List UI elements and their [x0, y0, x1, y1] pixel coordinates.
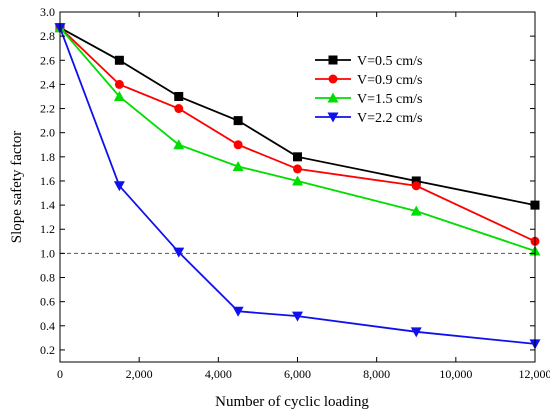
data-point: [411, 176, 421, 186]
data-point: [292, 311, 303, 322]
legend-label: V=0.9 cm/s: [357, 73, 422, 88]
legend-marker: [327, 92, 339, 103]
x-tick-label: 6,000: [284, 367, 311, 381]
legend-marker: [327, 112, 339, 123]
y-axis-title: Slope safety factor: [9, 131, 25, 243]
x-tick-label: 2,000: [126, 367, 153, 381]
data-point: [411, 181, 421, 191]
data-point: [410, 327, 422, 338]
legend: V=0.5 cm/s V=0.9 cm/s V=1.5 cm/s V=2.2 cm/s: [315, 54, 422, 126]
y-tick-label: 0.2: [40, 343, 55, 357]
data-point: [173, 139, 185, 150]
series-line: [59, 27, 536, 345]
data-point: [293, 152, 302, 162]
x-tick-label: 0: [57, 367, 63, 381]
series-line: [59, 27, 536, 252]
data-point: [174, 91, 184, 101]
x-tick-label: 10,000: [439, 367, 472, 381]
legend-label: V=1.5 cm/s: [357, 92, 422, 107]
y-tick-label: 1.6: [40, 174, 55, 188]
y-tick-label: 2.0: [40, 126, 55, 140]
data-point: [113, 181, 125, 192]
y-tick-label: 0.4: [40, 319, 55, 333]
x-tick-label: 4,000: [205, 367, 232, 381]
x-tick-label: 8,000: [363, 367, 390, 381]
data-point: [174, 104, 184, 114]
x-axis-title: Number of cyclic loading: [215, 394, 369, 410]
legend-marker: [328, 55, 338, 65]
data-point: [233, 116, 243, 126]
y-tick-label: 3.0: [40, 5, 55, 19]
data-point: [293, 164, 302, 174]
data-point: [113, 90, 125, 101]
data-point: [292, 175, 303, 186]
y-tick-label: 0.6: [40, 295, 55, 309]
data-point: [232, 306, 244, 317]
data-point: [114, 79, 124, 89]
x-tick-label: 12,000: [519, 367, 550, 381]
plot-frame: [59, 11, 536, 363]
data-point: [173, 247, 185, 258]
y-tick-label: 1.4: [40, 198, 55, 212]
series-line: [59, 27, 536, 243]
y-tick-label: 2.4: [40, 77, 55, 91]
y-tick-label: 1.8: [40, 150, 55, 164]
plot-layer: [54, 22, 541, 350]
y-tick-label: 2.2: [40, 102, 55, 116]
data-point: [232, 160, 244, 171]
data-point: [114, 55, 124, 65]
y-tick-label: 1.2: [40, 222, 55, 236]
data-point: [233, 140, 243, 150]
y-tick-label: 0.8: [40, 271, 55, 285]
legend-marker: [328, 74, 338, 84]
legend-label: V=2.2 cm/s: [357, 111, 422, 126]
axes-layer: 0 2,000 4,000 6,000 8,000 10,000 12,000 0.2 0.4 0…: [40, 5, 550, 381]
y-tick-label: 2.8: [40, 29, 55, 43]
y-tick-label: 1.0: [40, 246, 55, 260]
legend-label: V=0.5 cm/s: [357, 54, 422, 69]
y-tick-label: 2.6: [40, 53, 55, 67]
data-point: [410, 205, 422, 216]
